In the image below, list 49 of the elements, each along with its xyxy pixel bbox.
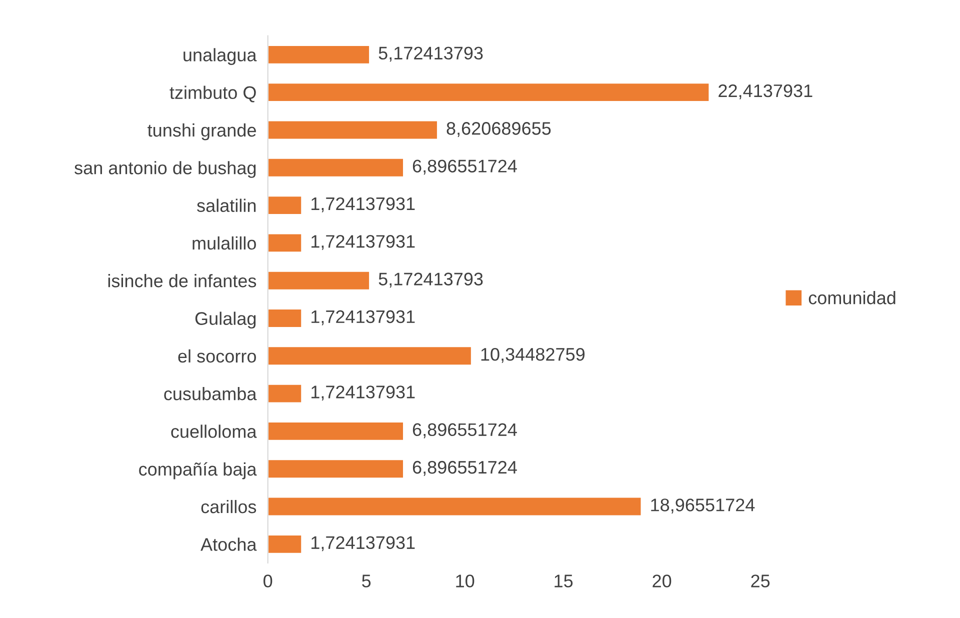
bar	[268, 120, 438, 140]
data-label: 18,96551724	[651, 498, 755, 514]
y-tick-label: carillos	[201, 500, 256, 514]
data-label: 22,4137931	[718, 84, 812, 100]
data-label: 6,896551724	[412, 160, 517, 175]
x-tick-label: 0	[264, 574, 272, 588]
y-tick-label: compañía baja	[139, 462, 257, 480]
y-tick-label: Atocha	[200, 538, 257, 551]
data-label: 6,896551724	[412, 460, 517, 476]
y-tick-label: tunshi grande	[148, 123, 256, 140]
bar	[268, 44, 370, 65]
bar	[268, 82, 710, 102]
bar	[268, 158, 404, 178]
x-tick-label: 10	[456, 574, 474, 588]
data-label: 1,724137931	[312, 310, 415, 326]
y-tick-label: mulalillo	[192, 236, 256, 250]
data-label: 1,724137931	[312, 386, 415, 401]
y-tick-label: salatilin	[197, 198, 256, 212]
y-tick-label: unalagua	[184, 48, 257, 65]
data-label: 5,172413793	[378, 272, 483, 288]
y-tick-label: Gulalag	[195, 312, 256, 329]
bar	[268, 496, 642, 517]
data-label: 8,620689655	[446, 122, 551, 137]
bar	[268, 458, 404, 479]
bar	[268, 421, 404, 442]
data-label: 1,724137931	[312, 197, 415, 212]
y-tick-label: tzimbuto Q	[170, 86, 256, 102]
bar	[268, 232, 302, 254]
data-label: 5,172413793	[378, 46, 483, 62]
bar	[268, 346, 472, 366]
data-label: 1,724137931	[312, 536, 415, 552]
bar	[268, 195, 302, 216]
data-label: 6,896551724	[412, 423, 517, 438]
bar	[268, 383, 302, 404]
data-label: 1,724137931	[312, 235, 415, 250]
x-tick-label: 25	[751, 574, 770, 588]
x-tick-label: 20	[652, 574, 672, 588]
data-label: 10,34482759	[481, 348, 585, 363]
y-tick-label: cuelloloma	[171, 424, 257, 438]
bar	[268, 534, 302, 554]
x-tick-label: 5	[362, 574, 371, 588]
y-tick-label: isinche de infantes	[108, 274, 256, 288]
y-tick-label: el socorro	[178, 349, 256, 363]
x-tick-label: 15	[554, 574, 573, 588]
bar	[268, 270, 370, 291]
legend-label: comunidad	[808, 291, 896, 304]
y-tick-label: cusubamba	[164, 387, 257, 400]
y-tick-label: san antonio de bushag	[74, 161, 256, 178]
bar	[268, 308, 302, 328]
